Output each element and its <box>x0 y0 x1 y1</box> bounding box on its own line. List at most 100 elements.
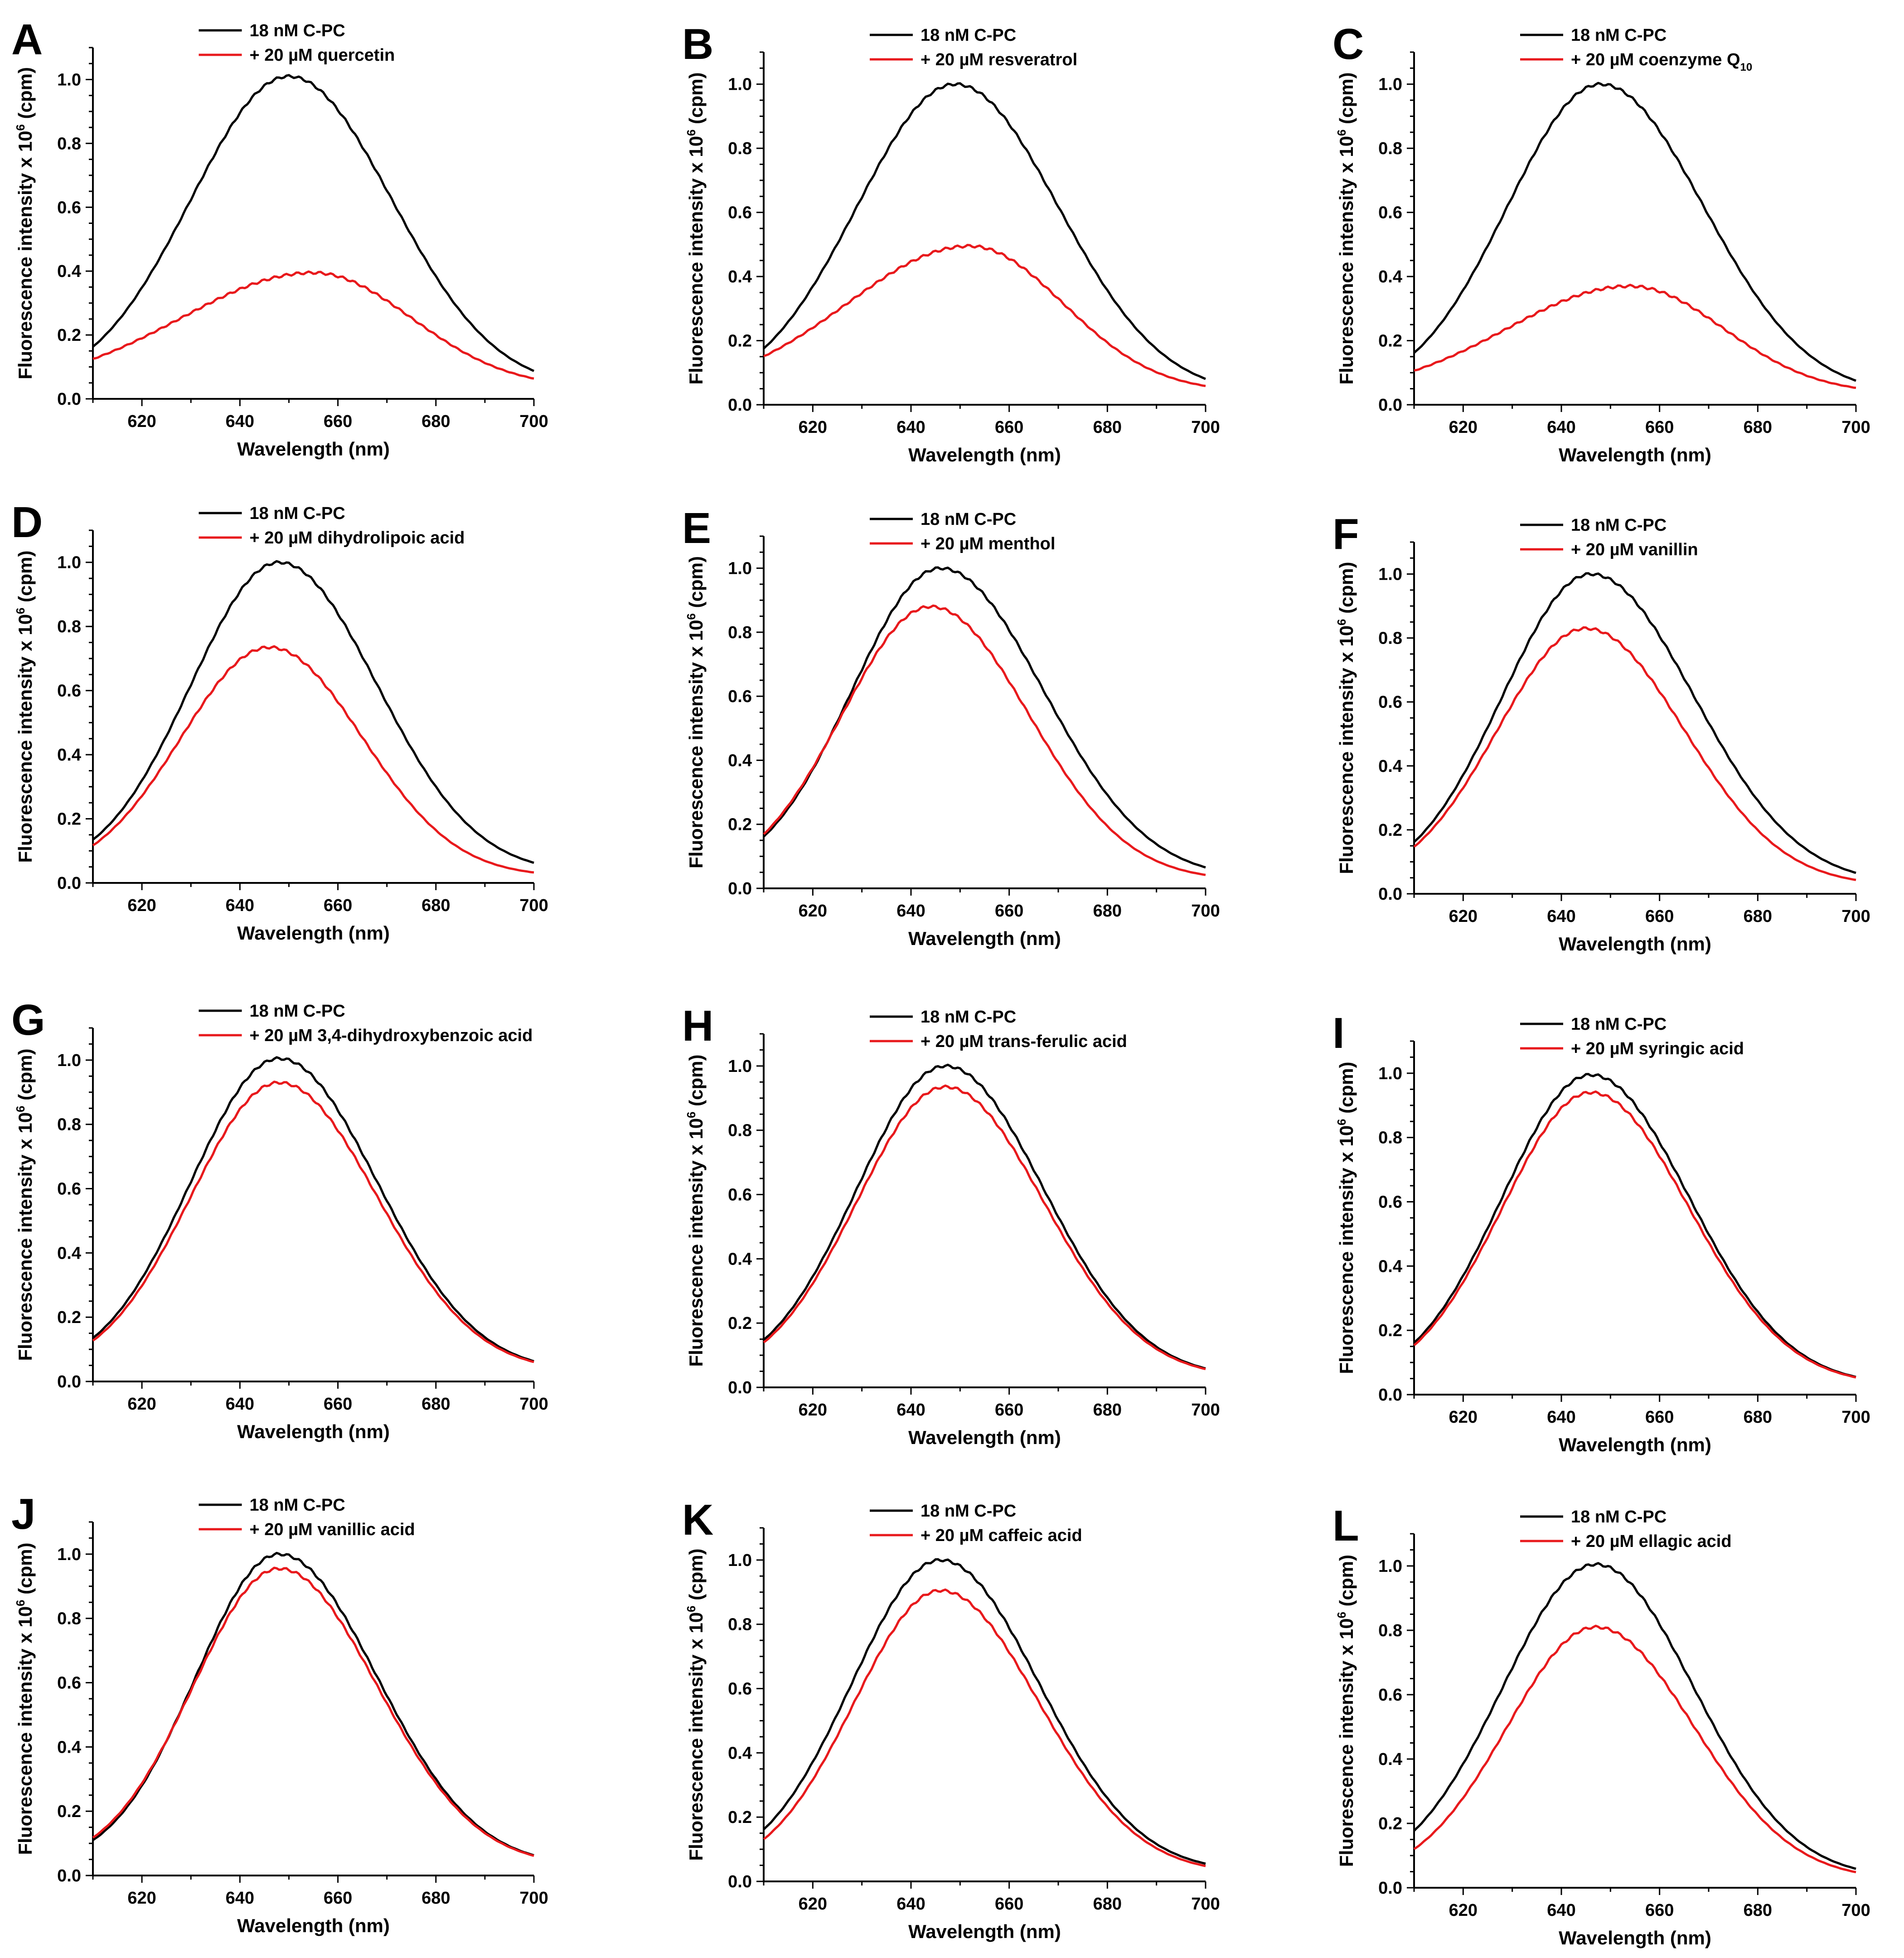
y-tick-label: 0.4 <box>728 267 752 286</box>
legend: 18 nM C-PC + 20 µM trans-ferulic acid <box>870 1008 1127 1051</box>
y-tick-label: 1.0 <box>57 1545 81 1564</box>
legend-label-treatment: + 20 µM caffeic acid <box>921 1526 1082 1545</box>
x-tick-label: 680 <box>1744 418 1772 437</box>
x-axis-label: Wavelength (nm) <box>237 922 390 944</box>
series-line-treatment <box>92 1566 534 1857</box>
x-tick-label: 620 <box>1449 418 1478 437</box>
panel-letter: E <box>682 504 711 553</box>
legend: 18 nM C-PC + 20 µM syringic acid <box>1520 1015 1744 1058</box>
legend: 18 nM C-PC + 20 µM quercetin <box>199 21 395 65</box>
y-tick-label: 0.2 <box>728 1314 752 1333</box>
legend: 18 nM C-PC + 20 µM caffeic acid <box>870 1502 1082 1545</box>
legend-label-treatment: + 20 µM vanillic acid <box>250 1520 415 1539</box>
legend-label-control: 18 nM C-PC <box>250 1496 345 1515</box>
legend: 18 nM C-PC + 20 µM coenzyme Q10 <box>1520 26 1752 73</box>
panel-c: C 620 640 660 680 700 0.0 0.2 0.4 0.6 0.8 1.0 Wavele… <box>1332 20 1870 465</box>
legend-label-control: 18 nM C-PC <box>921 1502 1016 1521</box>
x-tick-label: 660 <box>1645 907 1674 926</box>
x-tick-label: 640 <box>1547 418 1575 437</box>
y-tick-label: 0.4 <box>57 1244 81 1263</box>
y-tick-label: 0.4 <box>57 1738 81 1757</box>
y-tick-label: 0.6 <box>1378 204 1402 223</box>
legend: 18 nM C-PC + 20 µM vanillic acid <box>199 1496 415 1539</box>
y-tick-label: 0.2 <box>57 1308 81 1327</box>
y-tick-label: 1.0 <box>1378 75 1402 94</box>
series-line-treatment <box>92 645 534 874</box>
panel-d: D 620 640 660 680 700 0.0 0.2 0.4 0.6 0.8 1.0 Wavele… <box>11 498 548 944</box>
panel-letter: A <box>11 15 43 64</box>
y-tick-label: 1.0 <box>728 1551 752 1570</box>
x-tick-label: 700 <box>519 896 548 915</box>
y-tick-label: 0.4 <box>728 1250 752 1269</box>
y-tick-label: 0.0 <box>1378 1879 1402 1898</box>
x-tick-label: 680 <box>1093 1895 1122 1914</box>
y-axis-label: Fluorescence intensity x 106 (cpm) <box>1335 1061 1357 1374</box>
panel-e: E 620 640 660 680 700 0.0 0.2 0.4 0.6 0.8 1.0 Wavele… <box>682 504 1220 949</box>
y-tick-label: 0.0 <box>57 874 81 893</box>
y-tick-label: 0.4 <box>57 746 81 765</box>
x-tick-label: 680 <box>1744 1408 1772 1427</box>
x-tick-label: 620 <box>799 1401 827 1420</box>
x-tick-label: 660 <box>995 901 1023 921</box>
x-tick-label: 640 <box>896 1895 925 1914</box>
x-tick-label: 620 <box>127 412 156 431</box>
x-axis-label: Wavelength (nm) <box>1559 444 1711 465</box>
y-axis-label: Fluorescence intensity x 106 (cpm) <box>684 72 707 384</box>
x-tick-label: 700 <box>1841 907 1870 926</box>
x-tick-label: 640 <box>1547 907 1575 926</box>
x-tick-label: 640 <box>896 901 925 921</box>
series-line-control <box>763 1063 1206 1370</box>
series-line-control <box>763 566 1206 869</box>
legend-label-treatment: + 20 µM coenzyme Q10 <box>1571 50 1752 73</box>
panel-f: F 620 640 660 680 700 0.0 0.2 0.4 0.6 0.8 1.0 Wavele… <box>1332 510 1870 955</box>
y-tick-label: 1.0 <box>728 1057 752 1076</box>
y-tick-label: 0.6 <box>728 687 752 706</box>
y-tick-label: 0.4 <box>1378 1257 1402 1276</box>
x-tick-label: 660 <box>1645 1901 1674 1920</box>
y-tick-label: 0.6 <box>728 1186 752 1205</box>
panel-l: L 620 640 660 680 700 0.0 0.2 0.4 0.6 0.8 1.0 Wavele… <box>1332 1502 1870 1948</box>
y-tick-label: 0.8 <box>1378 139 1402 158</box>
legend: 18 nM C-PC + 20 µM menthol <box>870 510 1055 553</box>
panel-letter: H <box>682 1002 713 1050</box>
x-tick-label: 700 <box>1191 901 1220 921</box>
panel-letter: J <box>11 1490 35 1538</box>
series-line-control <box>1413 1073 1856 1378</box>
y-tick-label: 0.4 <box>1378 267 1402 286</box>
y-tick-label: 0.2 <box>57 810 81 829</box>
panel-k: K 620 640 660 680 700 0.0 0.2 0.4 0.6 0.8 1.0 Wavele… <box>682 1496 1220 1942</box>
x-tick-label: 620 <box>127 1395 156 1414</box>
legend: 18 nM C-PC + 20 µM 3,4-dihydroxybenzoic a… <box>199 1002 533 1045</box>
legend-label-control: 18 nM C-PC <box>1571 516 1667 535</box>
y-axis-label: Fluorescence intensity x 106 (cpm) <box>1335 1555 1357 1867</box>
x-tick-label: 680 <box>421 412 450 431</box>
x-tick-label: 660 <box>324 896 352 915</box>
y-axis-label: Fluorescence intensity x 106 (cpm) <box>1335 72 1357 384</box>
series-line-control <box>1413 572 1856 874</box>
x-tick-label: 660 <box>324 1889 352 1908</box>
panel-letter: I <box>1332 1009 1345 1057</box>
x-tick-label: 660 <box>995 418 1023 437</box>
panel-a: A 620 640 660 680 700 0.0 0.2 0.4 0.6 0.8 1.0 Wavele… <box>11 15 548 460</box>
y-tick-label: 1.0 <box>57 1051 81 1070</box>
y-tick-label: 0.0 <box>57 1866 81 1885</box>
y-tick-label: 0.2 <box>1378 332 1402 351</box>
series-line-treatment <box>1413 1090 1856 1379</box>
x-tick-label: 680 <box>421 1889 450 1908</box>
y-tick-label: 0.6 <box>57 1674 81 1693</box>
y-tick-label: 0.4 <box>728 1744 752 1763</box>
legend-label-control: 18 nM C-PC <box>1571 26 1667 45</box>
legend-label-treatment: + 20 µM 3,4-dihydroxybenzoic acid <box>250 1026 533 1045</box>
legend: 18 nM C-PC + 20 µM dihydrolipoic acid <box>199 504 465 548</box>
x-tick-label: 640 <box>896 418 925 437</box>
series-line-treatment <box>1413 1624 1856 1874</box>
legend-label-control: 18 nM C-PC <box>250 21 345 40</box>
x-tick-label: 640 <box>226 896 254 915</box>
x-tick-label: 680 <box>1093 901 1122 921</box>
x-tick-label: 680 <box>421 1395 450 1414</box>
y-tick-label: 0.4 <box>1378 1750 1402 1769</box>
legend-label-treatment: + 20 µM ellagic acid <box>1571 1532 1732 1551</box>
y-tick-label: 0.8 <box>57 1609 81 1628</box>
series-line-control <box>1413 1562 1856 1870</box>
